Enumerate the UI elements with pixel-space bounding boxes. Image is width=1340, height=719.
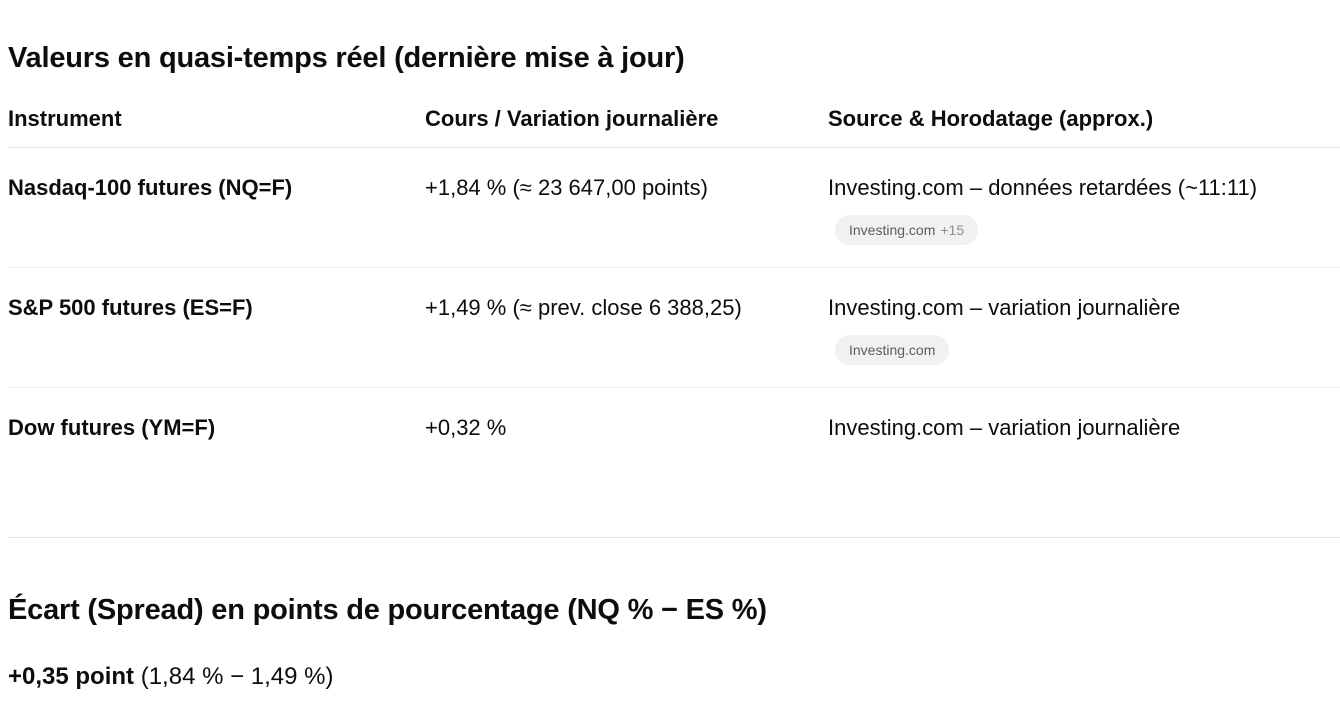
citation-label: Investing.com [849, 222, 936, 238]
section-divider [8, 537, 1340, 538]
spread-value: +0,35 point [8, 663, 135, 690]
header-instrument: Instrument [8, 106, 122, 131]
futures-table: Instrument Cours / Variation journalière… [8, 96, 1340, 507]
table-row-sp500: S&P 500 futures (ES=F) +1,49 % (≈ prev. … [8, 268, 1340, 388]
table-row-dow: Dow futures (YM=F) +0,32 % Investing.com… [8, 388, 1340, 507]
section-title-spread: Écart (Spread) en points de pourcentage … [8, 594, 767, 626]
header-source-timestamp: Source & Horodatage (approx.) [828, 106, 1154, 131]
table-header: Instrument Cours / Variation journalière… [8, 96, 1340, 148]
instrument-value: +1,84 % (≈ 23 647,00 points) [425, 175, 708, 200]
spread-result: +0,35 point (1,84 % − 1,49 %) [8, 663, 334, 691]
spread-calculation: (1,84 % − 1,49 %) [134, 663, 334, 690]
instrument-name: Nasdaq-100 futures (NQ=F) [8, 175, 293, 200]
instrument-name: S&P 500 futures (ES=F) [8, 295, 253, 320]
instrument-value: +0,32 % [425, 415, 507, 440]
instrument-value: +1,49 % (≈ prev. close 6 388,25) [425, 295, 742, 320]
table-row-nasdaq: Nasdaq-100 futures (NQ=F) +1,84 % (≈ 23 … [8, 148, 1340, 268]
citation-more-count: +15 [940, 222, 965, 238]
header-price-change: Cours / Variation journalière [425, 106, 719, 131]
citation-label: Investing.com [849, 342, 936, 358]
instrument-name: Dow futures (YM=F) [8, 415, 216, 440]
instrument-source: Investing.com – variation journalière [828, 295, 1181, 320]
instrument-source: Investing.com – variation journalière [828, 415, 1181, 440]
instrument-source: Investing.com – données retardées (~11:1… [828, 175, 1258, 200]
source-citation-chip[interactable]: Investing.com [835, 335, 950, 365]
section-title-realtime: Valeurs en quasi-temps réel (dernière mi… [8, 42, 685, 74]
source-citation-chip[interactable]: Investing.com +15 [835, 215, 979, 245]
